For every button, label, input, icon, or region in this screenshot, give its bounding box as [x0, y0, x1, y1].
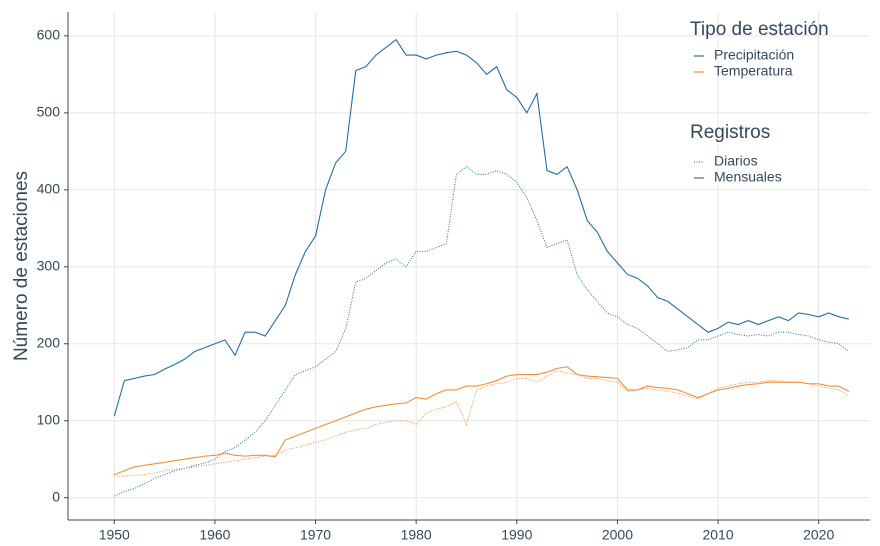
x-tick-label: 2000: [602, 527, 633, 543]
y-tick-label: 400: [37, 181, 61, 197]
x-tick-label: 2010: [702, 527, 733, 543]
series-line: [114, 366, 850, 476]
legend-label: Diarios: [714, 153, 758, 169]
x-tick-label: 1950: [99, 527, 130, 543]
legend-label: Mensuales: [714, 169, 782, 185]
legend-label: Temperatura: [714, 63, 793, 79]
x-tick-label: 1970: [300, 527, 331, 543]
x-tick-label: 1990: [501, 527, 532, 543]
y-tick-label: 500: [37, 104, 61, 120]
y-tick-label: 300: [37, 257, 61, 273]
y-axis-label: Número de estaciones: [11, 171, 32, 361]
y-tick-label: 0: [52, 488, 60, 504]
y-tick-label: 100: [37, 411, 61, 427]
x-tick-label: 1980: [401, 527, 432, 543]
y-tick-label: 600: [37, 27, 61, 43]
legend-title: Registros: [690, 122, 770, 143]
series-line: [113, 38, 849, 417]
legend-title: Tipo de estación: [690, 19, 829, 40]
series-line: [114, 166, 850, 497]
legend-label: Precipitación: [714, 47, 794, 63]
x-tick-label: 2020: [803, 527, 834, 543]
y-tick-label: 200: [37, 334, 61, 350]
x-tick-label: 1960: [199, 527, 230, 543]
